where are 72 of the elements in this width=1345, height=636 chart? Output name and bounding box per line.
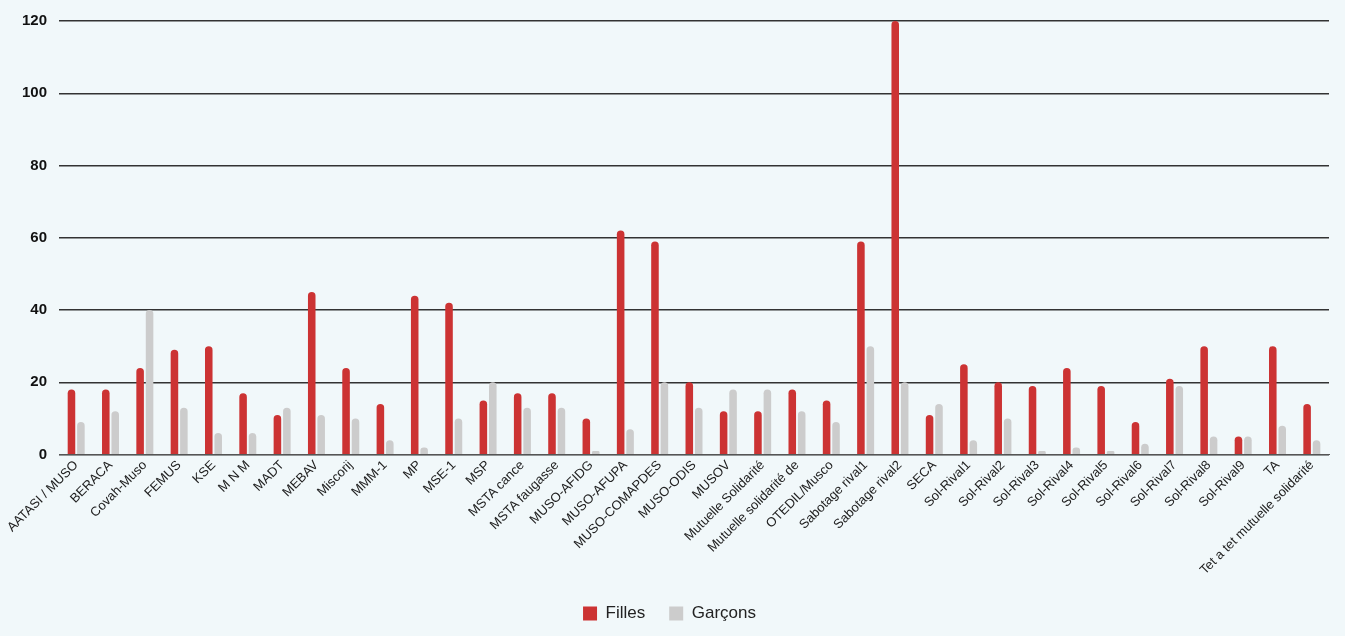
bar	[822, 400, 831, 454]
bar	[866, 346, 875, 454]
bar	[351, 418, 360, 454]
y-tick-label: 120	[22, 11, 48, 29]
bar	[719, 411, 728, 454]
bar	[342, 367, 350, 454]
bar	[523, 407, 531, 454]
bar	[1166, 378, 1174, 454]
bar	[1028, 385, 1037, 454]
bar	[1063, 367, 1071, 454]
y-tick-label: 60	[30, 227, 48, 245]
bar	[1097, 385, 1105, 454]
bar	[513, 393, 522, 454]
bar	[548, 393, 556, 454]
bar	[317, 414, 325, 454]
bar	[145, 310, 154, 454]
bar	[935, 404, 943, 454]
legend-label: Filles	[605, 603, 646, 623]
bar	[960, 364, 968, 454]
bar	[1278, 425, 1287, 454]
y-tick-label: 80	[30, 155, 48, 173]
bar	[180, 407, 188, 454]
bar	[273, 414, 282, 454]
bar	[754, 411, 762, 454]
bar	[445, 302, 453, 454]
y-tick-label: 0	[38, 444, 48, 462]
bar	[1269, 346, 1277, 454]
bar	[248, 432, 257, 454]
bar	[729, 389, 737, 454]
bar	[136, 367, 144, 454]
bar	[410, 295, 419, 454]
y-tick-label: 40	[30, 300, 48, 318]
bar	[239, 393, 247, 454]
bar	[660, 382, 669, 454]
bar	[77, 422, 85, 454]
bar	[582, 418, 591, 454]
x-tick-label: MP	[399, 457, 425, 482]
bar	[626, 429, 634, 454]
bar	[616, 230, 625, 454]
bar	[797, 411, 806, 454]
bar	[788, 389, 797, 454]
bar	[204, 346, 213, 454]
bar	[307, 292, 316, 454]
bar	[832, 422, 840, 454]
bar	[994, 382, 1002, 454]
bar	[214, 432, 222, 454]
y-tick-label: 100	[22, 83, 48, 101]
legend-label: Garçons	[691, 603, 756, 623]
bar	[694, 407, 703, 454]
bar	[1175, 385, 1184, 454]
bar	[376, 404, 385, 454]
bar	[651, 241, 659, 454]
bar	[454, 418, 463, 454]
bar	[685, 382, 694, 454]
bar	[67, 389, 76, 454]
bar	[1200, 346, 1208, 454]
bar	[111, 411, 120, 454]
bar	[1131, 422, 1140, 454]
bar	[489, 382, 497, 454]
bar	[857, 241, 865, 454]
y-tick-label: 20	[30, 372, 48, 390]
bar	[170, 349, 179, 454]
bar	[891, 21, 900, 454]
bar	[1303, 404, 1311, 454]
bar	[283, 407, 291, 454]
bar	[1003, 418, 1012, 454]
bar	[900, 382, 909, 454]
bar	[763, 389, 772, 454]
bar	[925, 414, 934, 454]
bar	[557, 407, 566, 454]
bar	[479, 400, 488, 454]
bar	[102, 389, 110, 454]
